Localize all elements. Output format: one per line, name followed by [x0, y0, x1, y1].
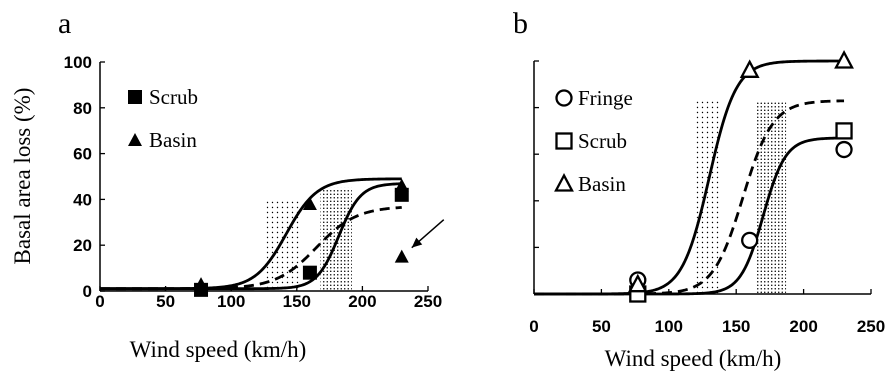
panel-a-x-tick-label: 0 [95, 292, 104, 311]
panel-a-axes: 0 50 100 150 200 250 0 20 40 60 80 100 [64, 53, 443, 311]
panel-b-point-basin [627, 273, 648, 293]
panel-a-x-tick-label: 50 [156, 292, 175, 311]
panel-b-shaded-bands [695, 100, 787, 294]
panel-a-shaded-band-1 [266, 199, 301, 291]
panel-a-x-tick-label: 150 [283, 292, 311, 311]
panel-a-y-tick-label: 60 [73, 145, 92, 164]
panel-b-shaded-band-1 [695, 100, 719, 294]
panel-b-fit-curve-3-solid [534, 136, 845, 296]
panel-a-legend: Scrub Basin [128, 85, 198, 152]
panel-a-letter: a [58, 7, 71, 40]
panel-a-fit-curve-1-solid [100, 177, 402, 291]
panel-a-y-tick-label: 20 [73, 236, 92, 255]
panel-a-point-basin [394, 249, 409, 263]
panel-a: a 0 50 100 150 200 250 0 20 40 60 80 100 Scrub Basin… [10, 7, 445, 362]
panel-a-y-tick-label: 100 [64, 53, 92, 72]
panel-a-y-tick-label: 40 [73, 190, 92, 209]
panel-a-point-basin [394, 178, 409, 192]
panel-a-legend-marker-scrub [128, 90, 142, 104]
panel-b-point-fringe [741, 231, 759, 250]
panel-a-x-tick-label: 250 [414, 292, 442, 311]
panel-a-data-points [194, 178, 409, 297]
panel-b-legend-label-basin: Basin [578, 172, 626, 196]
panel-a-x-tick-label: 200 [348, 292, 376, 311]
panel-a-y-tick-label: 80 [73, 99, 92, 118]
panel-a-fit-curves [100, 177, 402, 291]
panel-b-x-tick-label: 250 [857, 317, 885, 336]
panel-b-point-basin [834, 50, 854, 69]
panel-a-x-tick-label: 100 [217, 292, 245, 311]
panel-a-arrow-head [411, 237, 423, 248]
panel-b: b 0 50 100 150 200 250 Fringe Scrub Basin Wind … [513, 7, 885, 371]
panel-b-legend-marker-fringe [555, 89, 573, 107]
panel-a-legend-label-basin: Basin [149, 128, 197, 152]
panel-b-fit-curves [534, 59, 845, 296]
panel-b-legend-label-scrub: Scrub [578, 129, 627, 153]
panel-b-legend-label-fringe: Fringe [578, 86, 633, 110]
panel-b-legend: Fringe Scrub Basin [554, 86, 633, 196]
panel-b-x-axis-title: Wind speed (km/h) [605, 346, 782, 371]
panel-b-x-tick-label: 100 [655, 317, 683, 336]
panel-b-shaded-band-2 [756, 100, 787, 294]
panel-a-point-scrub [302, 265, 317, 280]
panel-b-legend-marker-scrub [555, 132, 573, 150]
panel-b-letter: b [513, 7, 528, 40]
panel-b-x-tick-label: 50 [592, 317, 611, 336]
panel-b-legend-marker-basin [554, 173, 574, 192]
panel-b-x-tick-label: 0 [529, 317, 538, 336]
panel-a-annotations [411, 219, 445, 249]
panel-b-point-fringe [835, 140, 853, 159]
panel-a-y-axis-title: Basal area loss (%) [10, 88, 35, 265]
panel-a-fit-curve-3-dashed [100, 206, 402, 291]
panel-a-legend-marker-basin [128, 133, 142, 146]
panel-a-point-basin [302, 196, 317, 210]
panel-b-point-scrub [835, 122, 853, 140]
panel-b-x-tick-label: 150 [722, 317, 750, 336]
panel-a-legend-label-scrub: Scrub [149, 85, 198, 109]
panel-a-y-tick-label: 0 [83, 282, 92, 301]
panel-b-x-tick-label: 200 [789, 317, 817, 336]
panel-a-point-basin [194, 277, 209, 291]
panel-b-point-basin [739, 59, 760, 78]
panel-a-x-axis-title: Wind speed (km/h) [130, 337, 307, 362]
panel-b-data-points [627, 50, 854, 303]
panel-a-fit-curve-2-solid [100, 182, 402, 291]
